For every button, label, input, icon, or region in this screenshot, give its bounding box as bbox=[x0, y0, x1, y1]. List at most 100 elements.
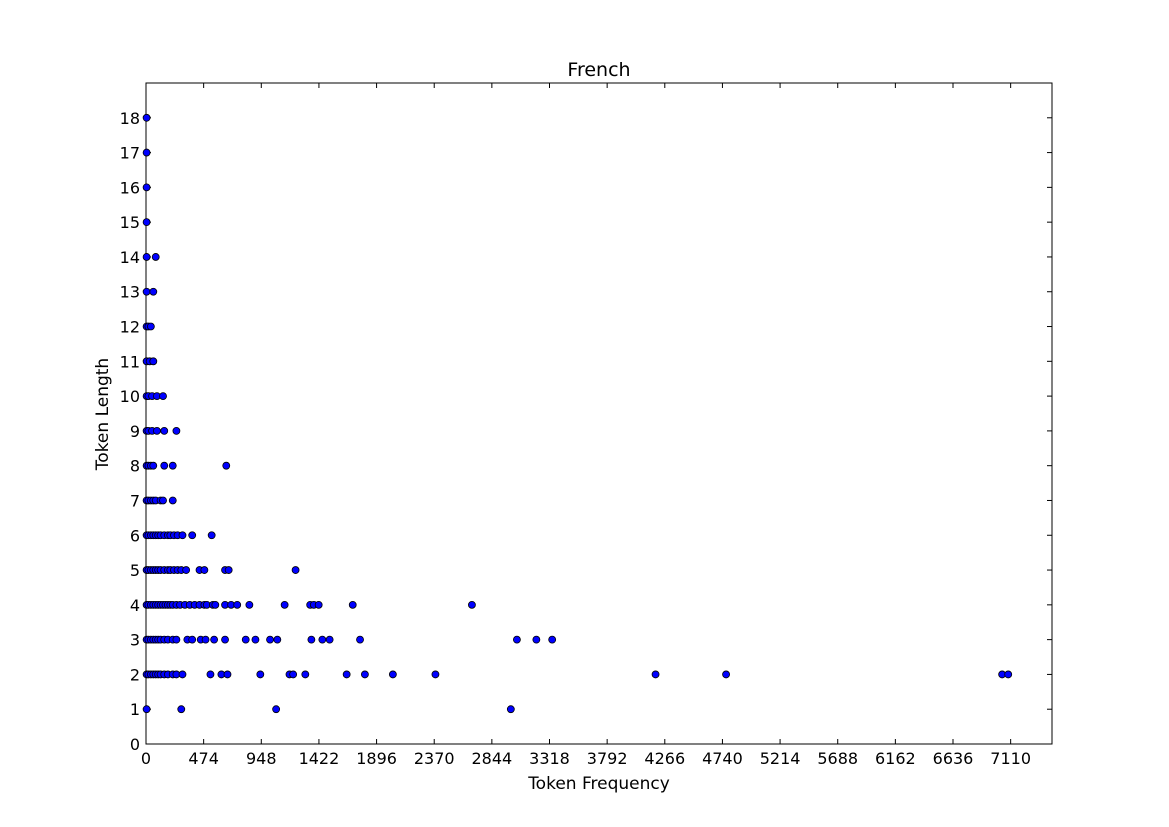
data-point bbox=[388, 670, 397, 679]
data-point bbox=[149, 287, 158, 296]
x-tick-label: 1422 bbox=[299, 749, 340, 768]
data-point bbox=[289, 670, 298, 679]
x-tick-label: 5688 bbox=[817, 749, 858, 768]
x-tick-label: 0 bbox=[141, 749, 151, 768]
x-tick-label: 474 bbox=[188, 749, 219, 768]
data-point bbox=[314, 600, 323, 609]
data-point bbox=[168, 496, 177, 505]
data-point bbox=[159, 496, 167, 505]
data-point bbox=[280, 600, 289, 609]
data-point bbox=[245, 600, 254, 609]
data-point bbox=[142, 113, 151, 122]
y-tick-label: 5 bbox=[130, 561, 140, 580]
data-point bbox=[222, 461, 231, 470]
data-point bbox=[206, 670, 215, 679]
y-tick-label: 6 bbox=[130, 526, 140, 545]
data-point bbox=[221, 635, 229, 644]
chart-title: French bbox=[567, 59, 630, 81]
data-point bbox=[431, 670, 440, 679]
data-point bbox=[200, 566, 209, 574]
data-point bbox=[307, 635, 316, 644]
data-point bbox=[207, 531, 216, 540]
y-tick-label: 11 bbox=[120, 352, 140, 371]
data-point bbox=[142, 148, 151, 157]
x-tick-label: 4266 bbox=[644, 749, 685, 768]
data-point bbox=[168, 461, 177, 470]
x-tick-label: 6162 bbox=[875, 749, 916, 768]
data-point bbox=[149, 357, 158, 366]
data-point bbox=[142, 705, 151, 714]
data-point bbox=[142, 183, 151, 192]
data-point bbox=[210, 635, 219, 644]
x-tick-label: 6636 bbox=[933, 749, 974, 768]
data-point bbox=[251, 635, 260, 644]
data-point bbox=[342, 670, 351, 679]
data-point bbox=[1004, 670, 1013, 679]
data-point bbox=[211, 600, 220, 609]
y-tick-label: 12 bbox=[120, 318, 140, 337]
y-tick-label: 4 bbox=[130, 596, 140, 615]
data-point bbox=[468, 600, 476, 609]
x-tick-label: 4740 bbox=[702, 749, 743, 768]
data-point bbox=[223, 670, 232, 679]
plot-area bbox=[145, 82, 1053, 745]
y-tick-label: 0 bbox=[130, 735, 140, 754]
x-axis-label: Token Frequency bbox=[527, 774, 670, 794]
y-tick-label: 9 bbox=[130, 422, 140, 441]
x-tick-label: 2844 bbox=[472, 749, 513, 768]
data-point bbox=[182, 566, 191, 574]
data-point bbox=[149, 461, 158, 470]
data-point bbox=[325, 635, 334, 644]
data-point bbox=[532, 635, 541, 644]
data-point bbox=[513, 635, 521, 644]
data-point bbox=[188, 531, 197, 540]
y-tick-label: 1 bbox=[130, 700, 140, 719]
data-point bbox=[153, 426, 161, 435]
data-point bbox=[360, 670, 369, 679]
x-tick-label: 3792 bbox=[587, 749, 628, 768]
x-tick-label: 948 bbox=[246, 749, 277, 768]
y-tick-label: 16 bbox=[120, 178, 140, 197]
data-point bbox=[291, 566, 300, 574]
x-tick-label: 1896 bbox=[356, 749, 397, 768]
data-point bbox=[142, 253, 151, 261]
y-tick-label: 8 bbox=[130, 457, 140, 476]
data-point bbox=[160, 426, 169, 435]
data-point bbox=[256, 670, 265, 679]
data-point bbox=[722, 670, 730, 679]
y-axis-label: Token Length bbox=[93, 358, 113, 471]
x-tick-label: 5214 bbox=[760, 749, 801, 768]
data-point bbox=[178, 670, 187, 679]
data-point bbox=[356, 635, 364, 644]
y-tick-label: 10 bbox=[120, 387, 140, 406]
data-point bbox=[188, 635, 197, 644]
data-point bbox=[651, 670, 660, 679]
data-point bbox=[151, 253, 160, 261]
x-tick-label: 3318 bbox=[529, 749, 570, 768]
data-point bbox=[178, 531, 187, 540]
x-tick-label: 2370 bbox=[414, 749, 455, 768]
data-point bbox=[201, 635, 210, 644]
data-point bbox=[318, 635, 327, 644]
data-point bbox=[177, 705, 186, 714]
data-point bbox=[146, 322, 155, 331]
y-tick-label: 3 bbox=[130, 631, 140, 650]
data-point bbox=[172, 426, 181, 435]
x-tick-label: 7110 bbox=[990, 749, 1031, 768]
data-point bbox=[159, 392, 167, 401]
y-tick-label: 17 bbox=[120, 144, 140, 163]
y-tick-label: 2 bbox=[130, 665, 140, 684]
y-tick-label: 18 bbox=[120, 109, 140, 128]
data-points bbox=[142, 113, 1013, 714]
data-point bbox=[266, 635, 274, 644]
data-point bbox=[548, 635, 557, 644]
data-point bbox=[506, 705, 515, 714]
y-tick-label: 13 bbox=[120, 283, 140, 302]
data-point bbox=[272, 705, 281, 714]
data-point bbox=[142, 287, 151, 296]
y-tick-label: 14 bbox=[120, 248, 140, 267]
data-point bbox=[241, 635, 250, 644]
data-point bbox=[160, 461, 169, 470]
y-tick-label: 15 bbox=[120, 213, 140, 232]
